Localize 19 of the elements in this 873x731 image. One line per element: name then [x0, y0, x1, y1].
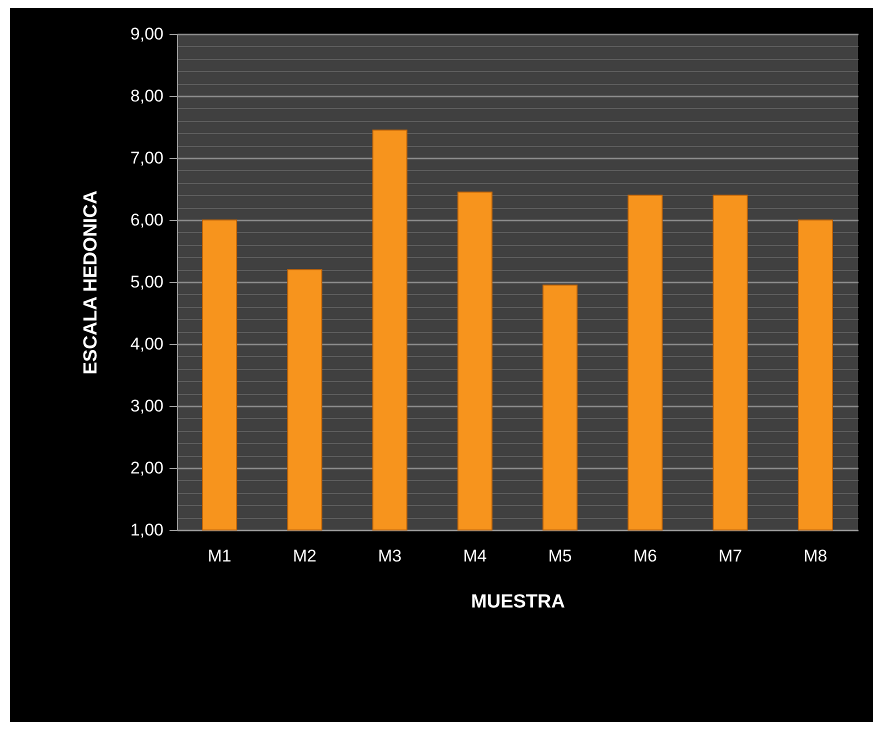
y-tick-label: 7,00	[130, 148, 164, 168]
y-axis-title: ESCALA HEDONICA	[80, 190, 102, 375]
x-tick-label: M8	[804, 546, 828, 566]
y-tick-label: 4,00	[130, 334, 164, 354]
x-tick-label: M1	[208, 546, 232, 566]
y-tick-label: 9,00	[130, 24, 164, 44]
y-tick-label: 8,00	[130, 86, 164, 106]
x-tick-label: M3	[378, 546, 402, 566]
x-tick-label: M2	[292, 546, 316, 566]
x-tick-label: M4	[463, 546, 487, 566]
y-tick-label: 2,00	[130, 458, 164, 478]
x-tick-label: M6	[633, 546, 657, 566]
y-tick-label: 6,00	[130, 210, 164, 230]
y-tick-label: 3,00	[130, 396, 164, 416]
x-tick-label: M5	[548, 546, 572, 566]
x-tick-label: M7	[718, 546, 742, 566]
y-tick-label: 5,00	[130, 272, 164, 292]
x-axis-title: MUESTRA	[471, 592, 566, 612]
y-tick-label: 1,00	[130, 520, 164, 540]
